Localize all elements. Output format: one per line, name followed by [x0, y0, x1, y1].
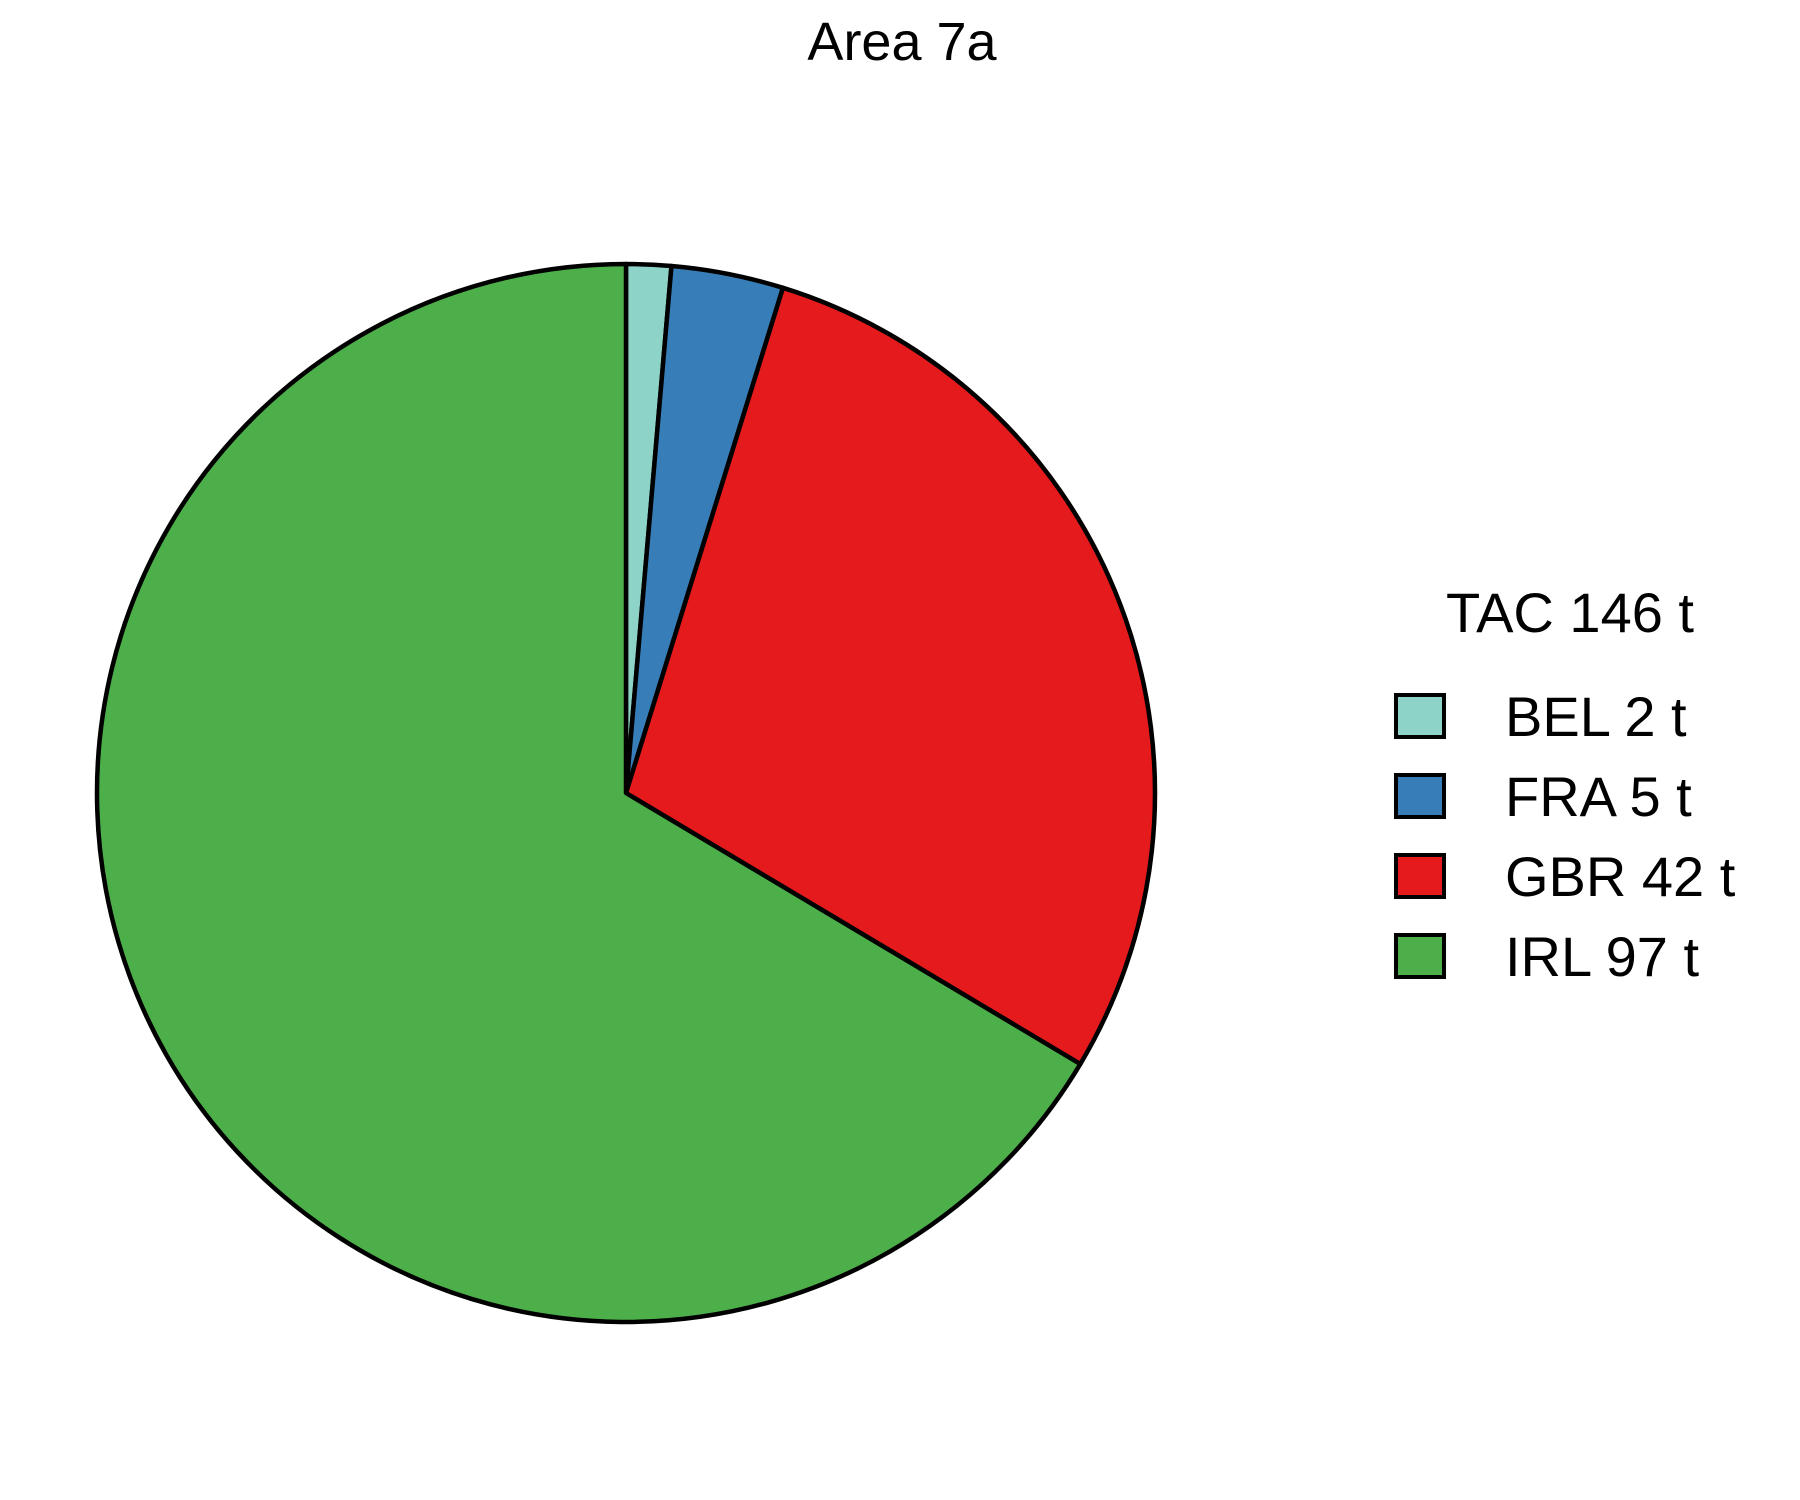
legend-label-fra: FRA 5 t: [1505, 765, 1692, 828]
pie-slice-irl: [94, 261, 1083, 1325]
legend-title: TAC 146 t: [1446, 581, 1694, 644]
legend-label-irl: IRL 97 t: [1505, 925, 1699, 988]
legend-label-gbr: GBR 42 t: [1505, 845, 1736, 908]
legend-swatch-fra: [1394, 773, 1446, 819]
legend-label-bel: BEL 2 t: [1505, 685, 1687, 748]
legend-swatch-gbr: [1394, 853, 1446, 899]
legend-swatch-bel: [1394, 693, 1446, 739]
pie-slices: [94, 261, 1158, 1325]
legend-swatch-irl: [1394, 933, 1446, 979]
legend: BEL 2 t FRA 5 t GBR 42 t IRL 97 t: [1394, 685, 1736, 988]
chart-title: Area 7a: [807, 12, 997, 72]
